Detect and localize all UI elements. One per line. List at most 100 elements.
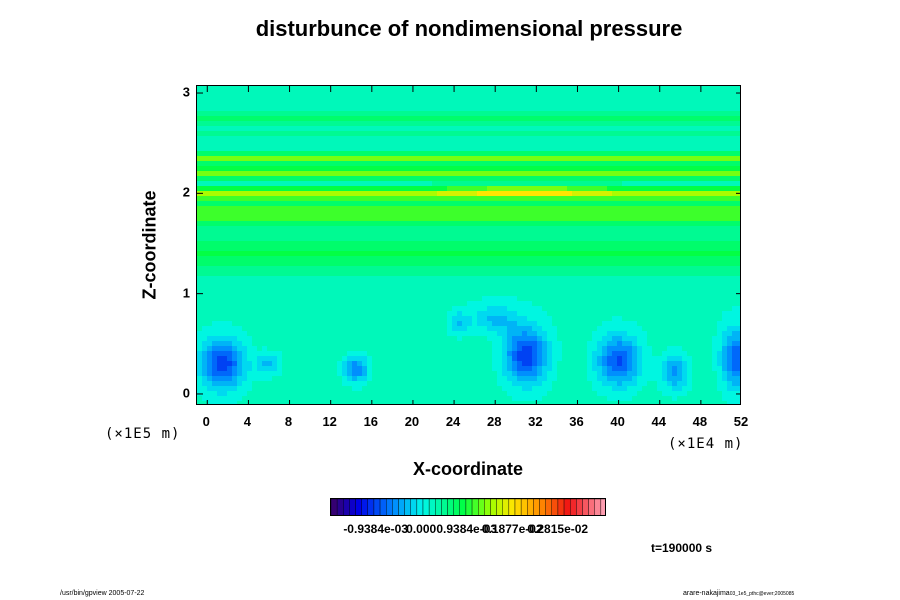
field-cell: [567, 231, 573, 237]
field-cell: [602, 261, 608, 267]
field-cell: [407, 111, 413, 117]
field-cell: [467, 171, 473, 177]
field-cell: [737, 116, 740, 122]
field-cell: [527, 211, 533, 217]
field-cell: [582, 286, 588, 292]
field-cell: [287, 206, 293, 212]
field-cell: [632, 256, 638, 262]
field-cell: [402, 261, 408, 267]
field-cell: [317, 171, 323, 177]
field-cell: [452, 181, 458, 187]
field-cell: [297, 91, 303, 97]
field-cell: [202, 166, 208, 172]
field-cell: [397, 221, 403, 227]
field-cell: [327, 156, 333, 162]
field-cell: [507, 116, 513, 122]
field-cell: [362, 296, 368, 302]
field-cell: [562, 291, 568, 297]
field-cell: [347, 116, 353, 122]
field-cell: [417, 291, 423, 297]
field-cell: [447, 96, 453, 102]
field-cell: [487, 286, 493, 292]
field-cell: [397, 251, 403, 257]
field-cell: [582, 206, 588, 212]
field-cell: [227, 291, 233, 297]
field-cell: [442, 111, 448, 117]
field-cell: [237, 286, 243, 292]
field-cell: [232, 91, 238, 97]
field-cell: [477, 186, 483, 192]
field-cell: [717, 301, 723, 307]
field-cell: [447, 206, 453, 212]
field-cell: [732, 296, 738, 302]
field-cell: [667, 171, 673, 177]
field-cell: [427, 136, 433, 142]
field-cell: [212, 146, 218, 152]
field-cell: [277, 141, 283, 147]
field-cell: [512, 276, 518, 282]
field-cell: [337, 176, 343, 182]
field-cell: [302, 91, 308, 97]
field-cell: [207, 206, 213, 212]
field-cell: [242, 311, 248, 317]
field-cell: [322, 291, 328, 297]
field-cell: [257, 226, 263, 232]
field-cell: [217, 106, 223, 112]
field-cell: [637, 171, 643, 177]
field-cell: [672, 206, 678, 212]
field-cell: [237, 181, 243, 187]
field-cell: [522, 96, 528, 102]
field-cell: [202, 136, 208, 142]
field-cell: [412, 261, 418, 267]
field-cell: [482, 146, 488, 152]
field-cell: [497, 256, 503, 262]
field-cell: [297, 281, 303, 287]
field-cell: [467, 176, 473, 182]
field-cell: [657, 151, 663, 157]
field-cell: [692, 156, 698, 162]
field-cell: [387, 176, 393, 182]
field-cell: [327, 251, 333, 257]
field-cell: [662, 216, 668, 222]
field-cell: [507, 201, 513, 207]
field-cell: [682, 146, 688, 152]
field-cell: [472, 116, 478, 122]
field-cell: [557, 146, 563, 152]
field-cell: [412, 171, 418, 177]
field-cell: [497, 236, 503, 242]
field-cell: [312, 231, 318, 237]
field-cell: [672, 141, 678, 147]
field-cell: [427, 166, 433, 172]
field-cell: [592, 206, 598, 212]
field-cell: [357, 201, 363, 207]
field-cell: [497, 86, 503, 92]
field-cell: [372, 296, 378, 302]
field-cell: [372, 271, 378, 277]
field-cell: [697, 211, 703, 217]
field-cell: [672, 96, 678, 102]
field-cell: [267, 91, 273, 97]
field-cell: [267, 116, 273, 122]
field-cell: [227, 306, 233, 312]
field-cell: [542, 201, 548, 207]
field-cell: [357, 241, 363, 247]
field-cell: [387, 146, 393, 152]
field-cell: [597, 251, 603, 257]
field-cell: [437, 251, 443, 257]
field-cell: [407, 166, 413, 172]
field-cell: [222, 146, 228, 152]
field-cell: [322, 96, 328, 102]
field-cell: [547, 236, 553, 242]
field-cell: [347, 261, 353, 267]
field-cell: [322, 216, 328, 222]
field-cell: [517, 96, 523, 102]
field-cell: [362, 151, 368, 157]
field-cell: [477, 211, 483, 217]
field-cell: [582, 126, 588, 132]
field-cell: [317, 211, 323, 217]
field-cell: [197, 211, 203, 217]
field-cell: [432, 126, 438, 132]
field-cell: [632, 111, 638, 117]
field-cell: [617, 221, 623, 227]
field-cell: [567, 266, 573, 272]
